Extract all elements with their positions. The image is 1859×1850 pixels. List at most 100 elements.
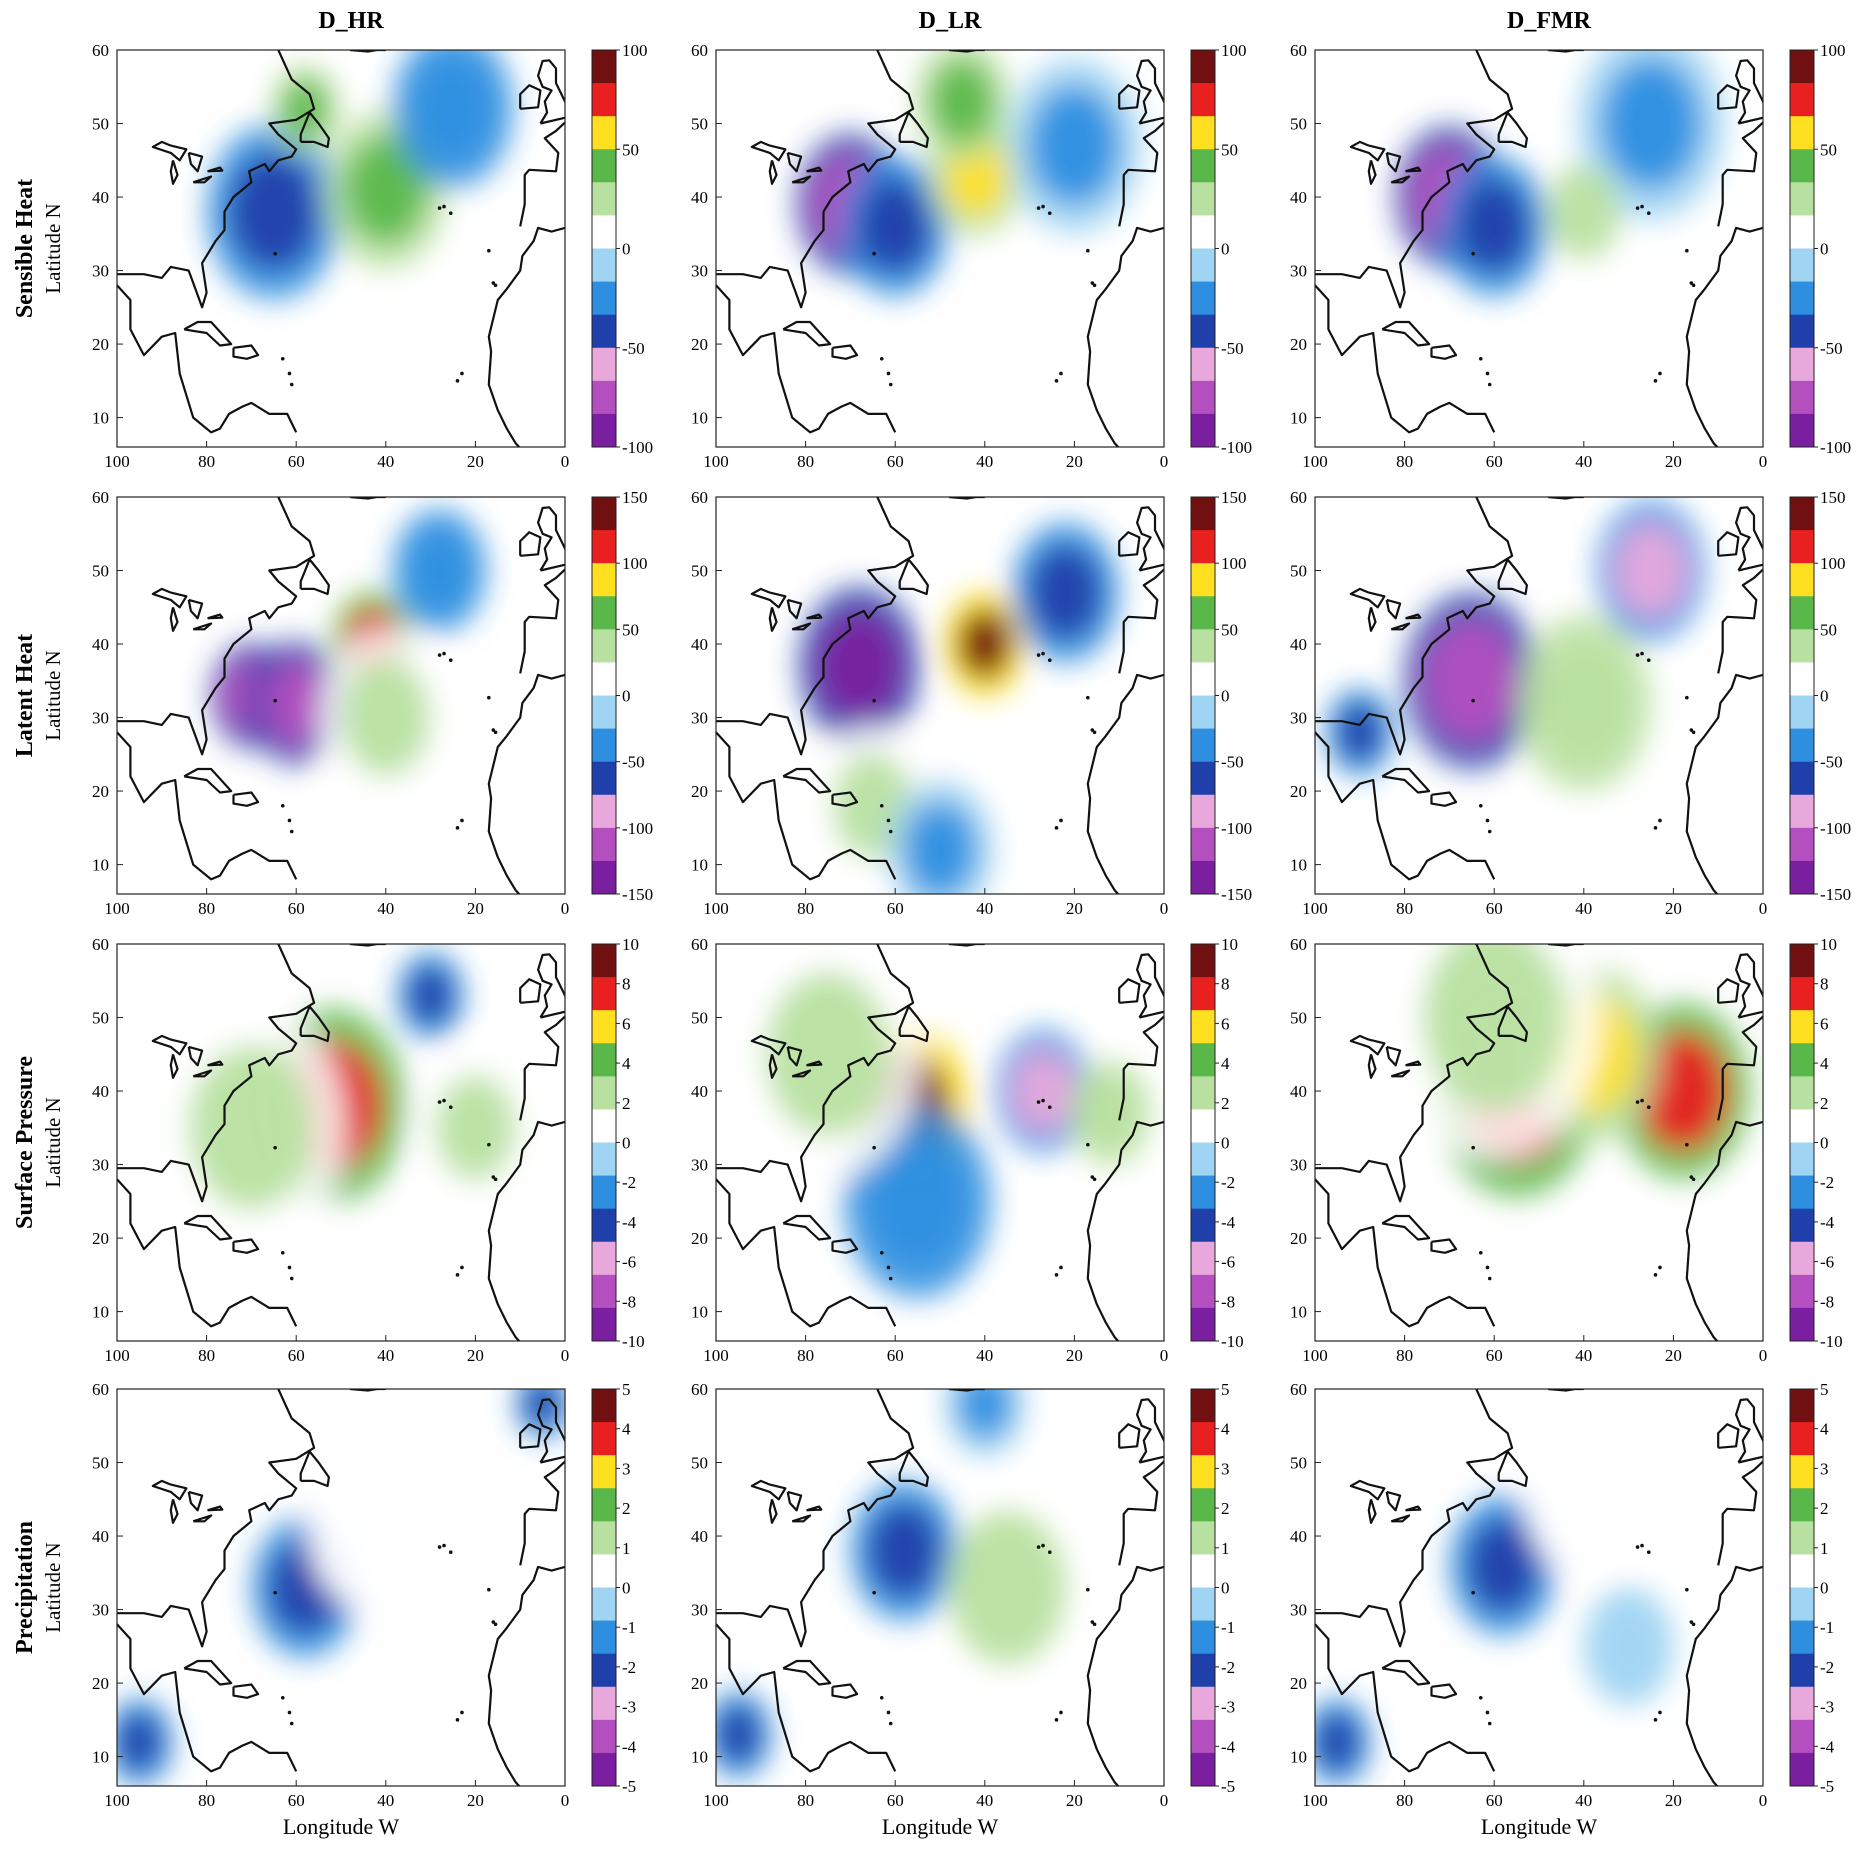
colorbar-label: 4 [1221,1420,1230,1439]
coastline [232,344,260,360]
colorbar-label: 3 [1820,1459,1829,1478]
colorbar-label: 100 [622,554,648,573]
island [1054,379,1059,383]
colorbar-label: -4 [622,1737,637,1756]
coastline [1118,1014,1164,1121]
coastline [1118,120,1164,227]
x-axis-label: Longitude W [882,1814,999,1839]
colorbar-segment [592,1686,616,1721]
anomaly-core [868,1503,940,1598]
lon-tick-label: 60 [887,452,904,471]
island [1047,658,1052,663]
lon-tick-label: 60 [887,899,904,918]
colorbar-segment [1790,1307,1814,1342]
lat-tick-label: 60 [691,935,708,954]
lat-tick-label: 60 [1290,41,1307,60]
colorbar-segment [1790,1274,1814,1309]
colorbar-segment [1191,215,1215,249]
coastline [232,1238,260,1254]
colorbar-segment [592,1521,616,1555]
colorbar-segment [1191,248,1215,283]
lon-tick-label: 80 [797,1791,814,1810]
colorbar-label: 0 [1820,240,1829,259]
island [1092,1177,1097,1182]
colorbar-segment [592,563,616,597]
coastline [299,111,330,149]
coastline [1086,1120,1164,1341]
colorbar-label: 50 [1820,140,1837,159]
coastline [768,606,778,632]
colorbar-segment [1790,1686,1814,1721]
coastline [183,320,233,347]
colorbar-label: -50 [1820,339,1843,358]
coastline [750,1479,787,1501]
map-frame [715,496,1165,895]
anomaly-core [1458,179,1531,274]
coastline [898,558,929,596]
colorbar-segment [1191,695,1215,730]
colorbar-segment [1191,761,1215,796]
colorbar: 150 100 50 0 -50 -100 -150 [591,488,653,904]
lat-tick-label: 20 [1290,782,1307,801]
lon-tick-label: 0 [1160,1791,1169,1810]
island [1635,1545,1640,1549]
coastline [1349,1034,1386,1056]
island [1658,818,1662,823]
island [1041,1543,1045,1548]
colorbar-segment [1790,1455,1814,1489]
colorbar-label: 10 [1820,935,1837,954]
coastline [1349,140,1386,162]
lat-tick-label: 20 [691,1674,708,1693]
colorbar-label: 2 [1820,1499,1829,1518]
lat-tick-label: 40 [691,635,708,654]
colorbar-segment [1790,497,1814,531]
lat-tick-label: 30 [92,1156,109,1175]
island [1658,1710,1662,1715]
coastline [1430,1683,1458,1699]
colorbar-segment [1191,1488,1215,1522]
colorbar: 100 50 0 -50 -100 [1789,41,1851,457]
colorbar-label: 2 [622,1499,631,1518]
coastline [207,613,224,620]
colorbar-segment [1790,215,1814,249]
lat-tick-label: 50 [691,562,708,581]
coastline [117,731,298,881]
column-title-d-fmr: D_FMR [1507,8,1592,34]
colorbar-segment [1790,794,1814,829]
anomaly-core [957,608,1012,680]
coastlines [117,497,565,894]
coastlines [716,50,1164,447]
colorbar-label: -4 [622,1213,637,1232]
island [1653,1273,1658,1277]
anomaly-field [733,944,1151,1299]
island [1653,379,1658,383]
anomaly-core [1427,621,1517,740]
anomaly-core [1315,1712,1360,1772]
island [1658,1265,1662,1270]
colorbar-label: 2 [1221,1094,1230,1113]
island [442,1098,446,1103]
island [888,1276,893,1281]
coastline [1315,1178,1496,1328]
colorbar-label: 0 [622,687,631,706]
colorbar: 5 4 3 2 1 0 -1 -2 -3 -4 -5 [591,1380,637,1796]
coastlines [117,1389,565,1786]
island [1478,356,1483,361]
island [1092,1622,1097,1627]
colorbar-segment [1191,149,1215,183]
colorbar-label: 2 [1820,1094,1829,1113]
anomaly-field [798,521,1120,894]
island [1478,803,1483,808]
colorbar-label: 0 [1820,687,1829,706]
coastline [806,1060,823,1067]
colorbar-segment [1191,1109,1215,1143]
colorbar-label: 3 [622,1459,631,1478]
coastline [207,166,224,173]
lon-tick-label: 0 [1759,452,1768,471]
colorbar: 10 8 6 4 2 0 -2 -4 -6 -8 -10 [1789,935,1843,1351]
coastline [1086,226,1164,447]
lat-tick-label: 10 [92,1748,109,1767]
coastline [207,1060,224,1067]
colorbar-segment [1790,695,1814,730]
